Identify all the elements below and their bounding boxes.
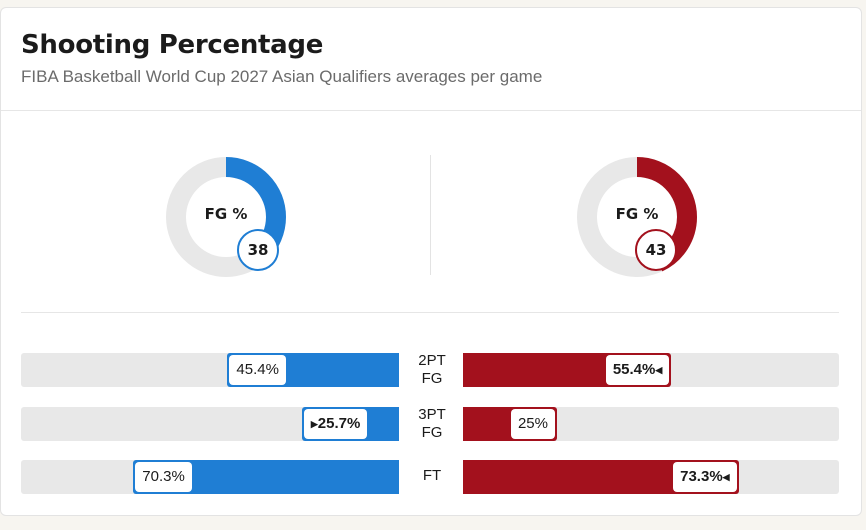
away-fg-value-badge: 43 (635, 229, 677, 271)
leader-marker-icon: ▶ (310, 419, 318, 429)
away-bar-fill: 55.4% ◀ (463, 353, 672, 387)
away-bar-fill: 73.3% ◀ (463, 460, 739, 494)
stat-category-label: 3PT FG (401, 406, 463, 442)
away-value: 73.3% (680, 468, 723, 485)
category-line-2: FG (421, 370, 443, 387)
home-value-pill: ▶ 25.7% (303, 409, 368, 439)
card-subtitle: FIBA Basketball World Cup 2027 Asian Qua… (21, 67, 543, 86)
home-fg-value-badge: 38 (237, 229, 279, 271)
category-line-2: FG (421, 424, 443, 441)
away-bar-track: 73.3% ◀ (463, 460, 839, 494)
away-fg-donut: FG % 43 (575, 155, 699, 279)
home-value-pill: 45.4% (229, 355, 286, 385)
leader-marker-icon: ◀ (722, 472, 730, 482)
card-title: Shooting Percentage (21, 30, 324, 60)
away-value-pill: 55.4% ◀ (605, 355, 670, 385)
category-line-1: FT (422, 467, 442, 484)
leader-marker-icon: ◀ (655, 365, 663, 375)
away-value-pill: 73.3% ◀ (673, 462, 737, 492)
away-bar-track: 55.4% ◀ (463, 353, 839, 387)
stat-category-label: FT (401, 467, 463, 485)
home-fg-donut: FG % 38 (164, 155, 288, 279)
home-bar-track: ▶ 25.7% (21, 407, 399, 441)
donut-section: FG % 38 FG % 43 (1, 111, 861, 313)
away-bar-track: 25% (463, 407, 839, 441)
away-donut-label: FG % (615, 205, 659, 223)
home-donut-label: FG % (204, 205, 248, 223)
category-line-1: 3PT (418, 406, 446, 423)
stat-category-label: 2PT FG (401, 352, 463, 388)
home-bar-fill: ▶ 25.7% (301, 407, 399, 441)
card-header: Shooting Percentage FIBA Basketball Worl… (1, 8, 861, 111)
home-value: 70.3% (142, 468, 185, 485)
team-divider (430, 155, 431, 275)
home-value-pill: 70.3% (135, 462, 192, 492)
home-value: 25.7% (317, 415, 361, 432)
away-donut-chart (577, 157, 697, 277)
away-value-pill: 25% (510, 409, 555, 439)
home-bar-track: 45.4% (21, 353, 399, 387)
home-donut-chart (166, 157, 286, 277)
away-value: 25% (517, 415, 548, 432)
home-bar-track: 70.3% (21, 460, 399, 494)
section-divider (21, 312, 839, 313)
shooting-percentage-card: Shooting Percentage FIBA Basketball Worl… (0, 7, 862, 516)
home-bar-fill: 70.3% (133, 460, 399, 494)
home-donut-arc (166, 157, 286, 277)
away-value: 55.4% (612, 361, 656, 378)
away-bar-fill: 25% (463, 407, 557, 441)
away-donut-arc (577, 157, 697, 277)
stat-row-3pt-fg: ▶ 25.7% 3PT FG 25% (1, 406, 861, 442)
stat-row-ft: 70.3% FT 73.3% ◀ (1, 459, 861, 495)
category-line-1: 2PT (418, 352, 446, 369)
home-bar-fill: 45.4% (227, 353, 399, 387)
home-value: 45.4% (236, 361, 279, 378)
stat-row-2pt-fg: 45.4% 2PT FG 55.4% ◀ (1, 352, 861, 388)
